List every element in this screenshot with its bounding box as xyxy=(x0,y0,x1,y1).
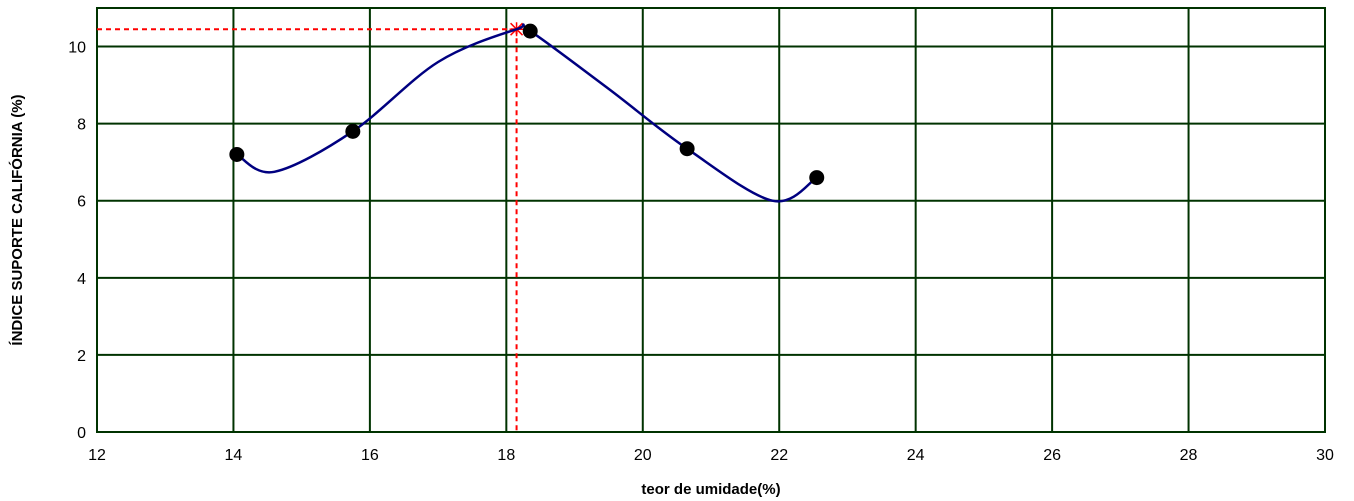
y-tick-label-5: 10 xyxy=(68,40,86,57)
x-tick-label-7: 26 xyxy=(1043,447,1061,464)
data-point-1 xyxy=(345,123,361,139)
x-tick-labels: 12 14 16 18 20 22 24 26 28 30 xyxy=(88,447,1334,464)
data-point-3 xyxy=(679,141,695,157)
y-tick-label-3: 6 xyxy=(77,194,86,211)
data-point-2 xyxy=(522,23,538,39)
y-axis-title: ÍNDICE SUPORTE CALIFÓRNIA (%) xyxy=(8,94,26,345)
y-tick-label-2: 4 xyxy=(77,271,86,288)
x-tick-label-9: 30 xyxy=(1316,447,1334,464)
x-tick-label-6: 24 xyxy=(907,447,925,464)
fit-curve-layer xyxy=(236,23,818,203)
data-point-0 xyxy=(229,146,245,162)
x-tick-label-3: 18 xyxy=(497,447,515,464)
data-point-4 xyxy=(809,170,825,186)
fit-curve xyxy=(236,23,818,203)
x-tick-label-1: 14 xyxy=(225,447,243,464)
y-tick-labels: 0 2 4 6 8 10 xyxy=(68,40,86,442)
y-tick-label-4: 8 xyxy=(77,117,86,134)
x-tick-label-2: 16 xyxy=(361,447,379,464)
data-points xyxy=(229,23,825,186)
x-tick-label-0: 12 xyxy=(88,447,106,464)
plot-area xyxy=(97,8,1325,432)
x-tick-label-8: 28 xyxy=(1180,447,1198,464)
plot-border xyxy=(96,7,1326,433)
x-axis-title: teor de umidade(%) xyxy=(641,481,780,498)
y-tick-label-1: 2 xyxy=(77,348,86,365)
y-tick-label-0: 0 xyxy=(77,425,86,442)
x-tick-label-4: 20 xyxy=(634,447,652,464)
x-tick-label-5: 22 xyxy=(770,447,788,464)
grid xyxy=(96,7,1326,433)
